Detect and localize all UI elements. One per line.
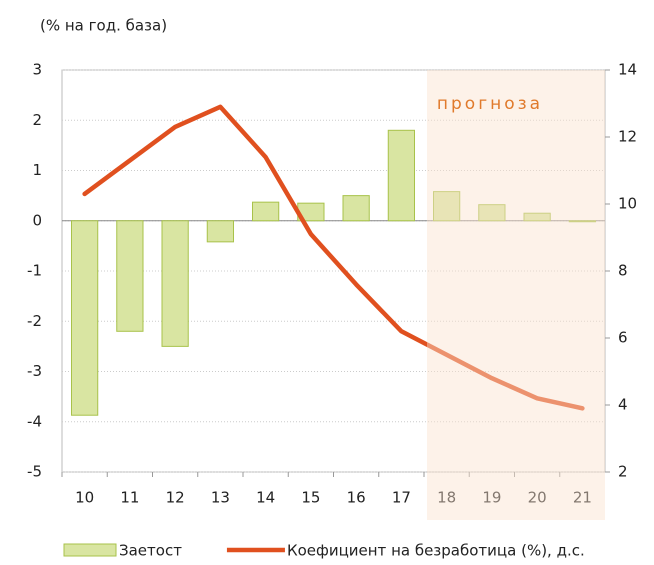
x-tick-label: 13	[211, 489, 230, 507]
x-tick-label: 21	[573, 489, 592, 507]
bar	[478, 204, 506, 222]
bar	[71, 220, 99, 416]
x-tick-label: 20	[528, 489, 547, 507]
x-tick-label: 11	[120, 489, 139, 507]
y2-tick-label: 4	[618, 396, 628, 414]
y-tick-label: -3	[27, 362, 42, 380]
forecast-shade	[427, 70, 605, 520]
y-tick-label: -1	[27, 262, 42, 280]
bar	[523, 212, 551, 222]
y-tick-label: 2	[32, 111, 42, 129]
bar	[342, 195, 370, 222]
y-tick-label: -2	[27, 312, 42, 330]
y-axis-label: (% на год. база)	[40, 17, 167, 35]
x-tick-label: 10	[75, 489, 94, 507]
legend-swatch	[63, 543, 117, 557]
legend-label: Заетост	[119, 542, 182, 560]
bar	[387, 129, 415, 222]
y2-tick-label: 6	[618, 329, 628, 347]
y2-tick-label: 12	[618, 128, 637, 146]
legend-label: Коефициент на безработица (%), д.с.	[287, 542, 585, 560]
y-tick-label: -5	[27, 463, 42, 481]
bar	[252, 201, 280, 222]
bar	[568, 220, 596, 223]
x-tick-label: 16	[347, 489, 366, 507]
y-tick-label: 0	[32, 211, 42, 229]
x-tick-label: 14	[256, 489, 275, 507]
bar	[116, 220, 144, 332]
y2-tick-label: 14	[618, 61, 637, 79]
y-tick-label: -4	[27, 412, 42, 430]
y2-tick-label: 2	[618, 463, 628, 481]
bar	[433, 191, 461, 222]
x-tick-label: 18	[437, 489, 456, 507]
annotation: прогноза	[437, 94, 543, 114]
y-tick-label: 1	[32, 161, 42, 179]
bar	[206, 220, 234, 243]
x-tick-label: 12	[166, 489, 185, 507]
x-tick-label: 17	[392, 489, 411, 507]
y-tick-label: 3	[32, 61, 42, 79]
x-tick-label: 15	[301, 489, 320, 507]
y2-tick-label: 8	[618, 262, 628, 280]
line	[82, 104, 585, 411]
x-tick-label: 19	[482, 489, 501, 507]
y2-tick-label: 10	[618, 195, 637, 213]
bar	[161, 220, 189, 347]
